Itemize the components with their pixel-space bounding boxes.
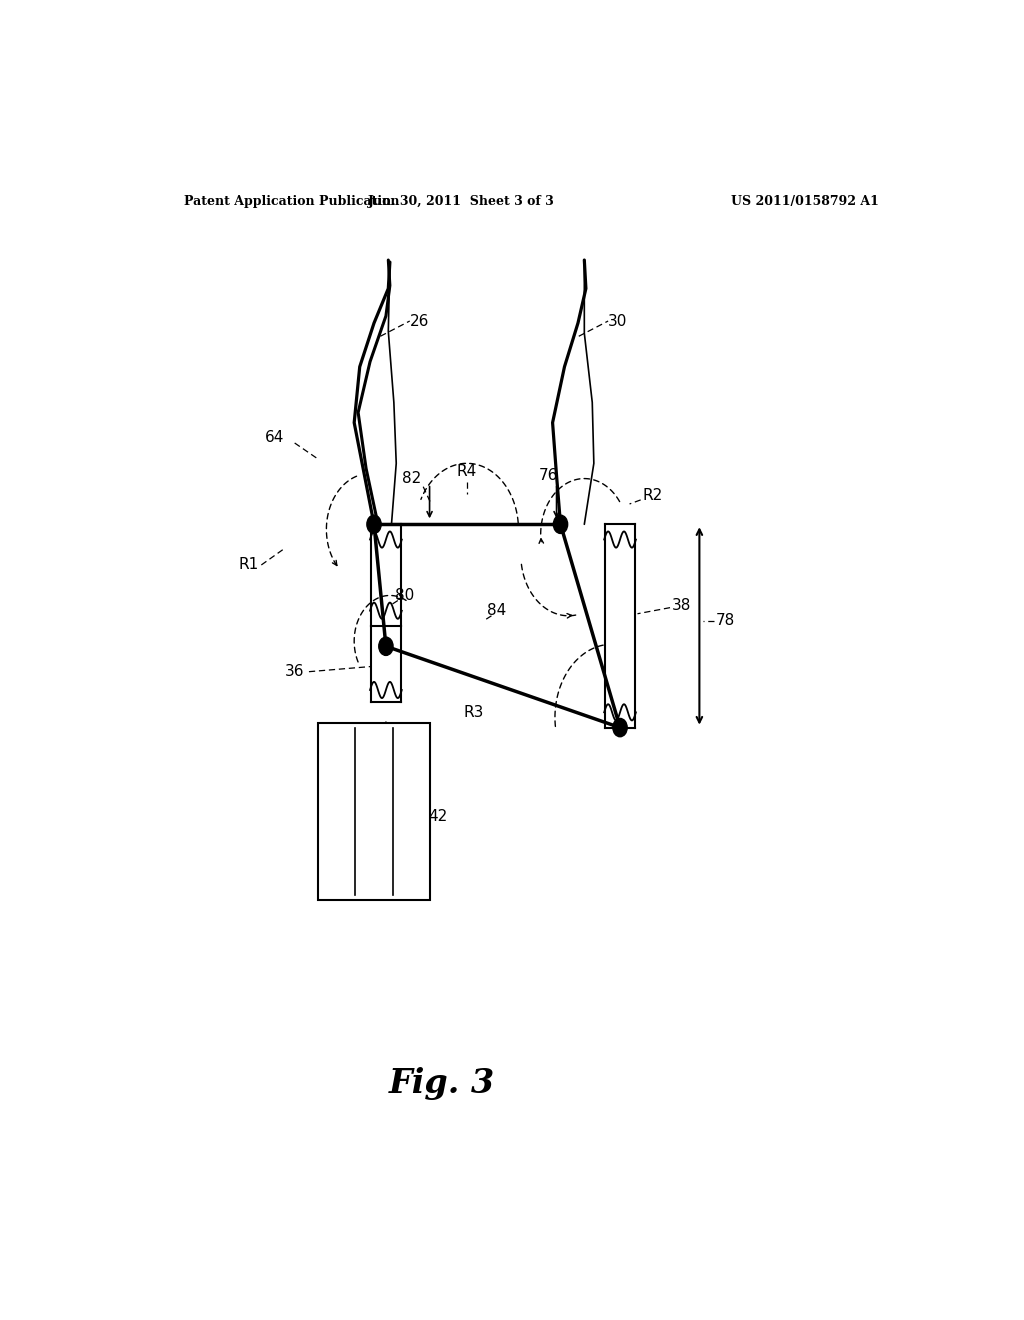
Text: R1: R1	[239, 557, 259, 573]
Text: Patent Application Publication: Patent Application Publication	[183, 194, 399, 207]
Text: 26: 26	[410, 314, 429, 329]
Text: 30: 30	[608, 314, 628, 329]
Text: R2: R2	[642, 488, 663, 503]
Text: 78: 78	[715, 614, 734, 628]
Text: Jun. 30, 2011  Sheet 3 of 3: Jun. 30, 2011 Sheet 3 of 3	[368, 194, 555, 207]
Text: 84: 84	[487, 603, 507, 618]
Text: Fig. 3: Fig. 3	[388, 1067, 495, 1100]
Text: 76: 76	[539, 469, 558, 483]
Circle shape	[553, 515, 567, 533]
Bar	[318, 722, 430, 900]
Circle shape	[367, 515, 381, 533]
Text: 36: 36	[285, 664, 304, 680]
Text: 80: 80	[394, 587, 414, 603]
Text: 42: 42	[428, 809, 447, 824]
Text: R4: R4	[457, 463, 477, 479]
Circle shape	[379, 638, 393, 656]
Text: US 2011/0158792 A1: US 2011/0158792 A1	[731, 194, 879, 207]
Text: 82: 82	[402, 471, 422, 486]
Circle shape	[613, 718, 627, 737]
Text: 38: 38	[672, 598, 691, 612]
Text: 64: 64	[265, 430, 285, 445]
Text: R3: R3	[463, 705, 483, 719]
